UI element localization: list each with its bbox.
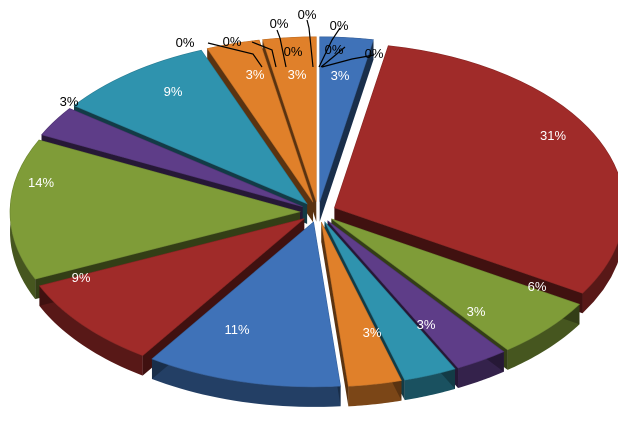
data-label-zero: 0% [176,35,195,50]
data-label: 3% [363,325,382,340]
data-label: 31% [540,128,566,143]
pie-slice-top [38,218,305,356]
leader-line [320,46,346,68]
pie-slice-side [404,368,456,401]
leader-line [276,29,287,68]
data-label: 9% [164,84,183,99]
data-label-zero: 0% [223,34,242,49]
pie-slice [151,221,341,407]
data-label: 3% [246,67,265,82]
pie-slice [321,221,402,407]
data-label-zero: 0% [365,46,384,61]
data-label-zero: 0% [298,7,317,22]
data-label-zero: 0% [325,42,344,57]
data-label: 3% [288,67,307,82]
leader-line [207,42,263,68]
data-label: 3% [467,304,486,319]
leader-line [318,27,341,68]
leader-line [251,41,277,68]
pie-slice-wall [319,39,374,222]
pie-slice-top [321,221,402,387]
pie-slice-top [151,221,341,388]
pie-slice-top [319,36,374,202]
data-label: 11% [224,322,249,337]
data-label: 3% [60,94,79,109]
pie-slice-side [151,358,341,407]
pie-slice [319,36,374,222]
pie-slice-top [206,39,314,203]
pie-slice-top [73,49,308,205]
pie-slice-top [9,139,302,280]
pie-slice-top [324,221,456,381]
pie-slice-top [41,108,303,207]
data-label: 6% [528,279,547,294]
data-label: 3% [417,317,436,332]
pie-slice-wall [321,222,349,407]
pie-slice-top [327,220,505,369]
pie-slices [9,36,618,407]
leader-line [321,54,375,68]
data-label: 14% [28,175,54,190]
data-label-zero: 0% [330,18,349,33]
leader-line [306,19,314,68]
pie-slice-top [331,218,581,351]
data-label: 9% [72,270,91,285]
pie-slice-top [262,36,317,202]
data-labels: 3% 31% 6% 3% 3% 3% 11% 9% 14% 3% 9% 3% 3% 0% 0% 0% 0% 0% 0… [28,7,566,340]
pie-slice-top [334,45,618,294]
data-label: 3% [331,68,350,83]
pie-slice-side [348,380,402,407]
data-label-zero: 0% [270,16,289,31]
data-label-zero: 0% [284,44,303,59]
pie-slice-side [507,304,580,370]
